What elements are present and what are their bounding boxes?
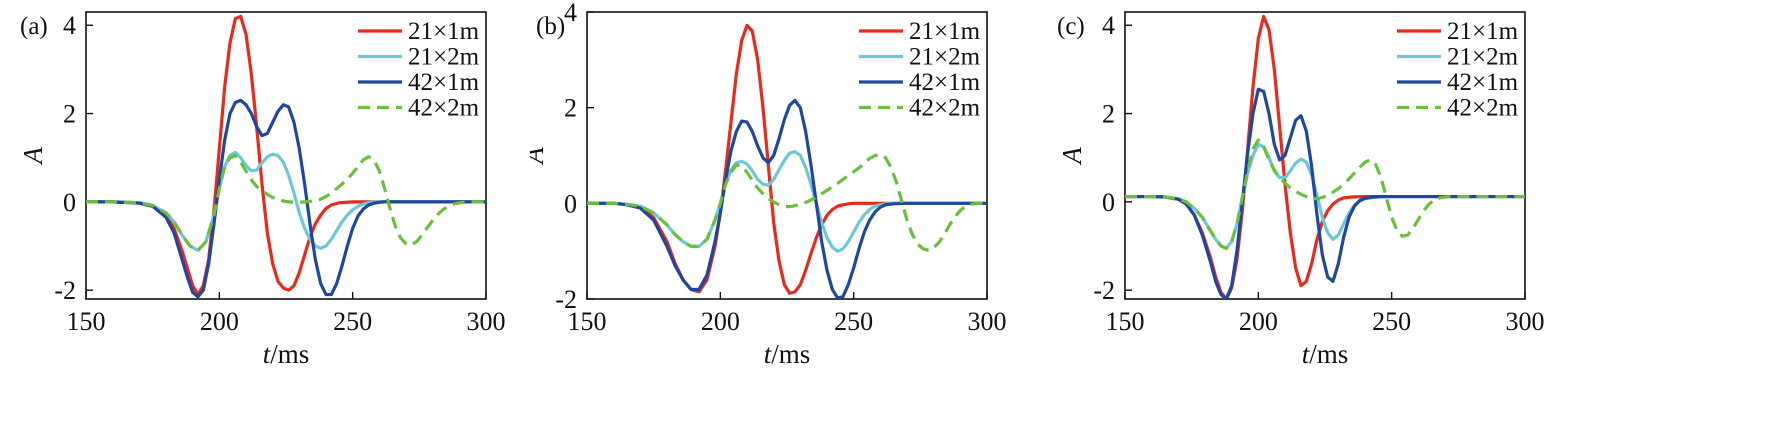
y-axis-label: A — [530, 147, 549, 166]
x-tick-label: 250 — [1372, 307, 1411, 336]
legend-label: 42×2m — [909, 95, 981, 122]
plot-frame — [85, 11, 487, 300]
x-axis-label-unit: /ms — [771, 339, 810, 369]
series-group — [86, 14, 486, 299]
y-tick-label: 4 — [564, 0, 577, 27]
x-axis-label-variable: t — [1302, 339, 1311, 369]
legend-label: 42×1m — [1447, 69, 1519, 96]
y-tick-label: 2 — [1102, 100, 1115, 129]
series-line-3 — [86, 98, 486, 299]
x-tick-label: 200 — [701, 307, 740, 336]
x-tick-label: 250 — [834, 307, 873, 336]
x-axis-label: t/ms — [1302, 339, 1349, 369]
x-tick-label: 200 — [200, 307, 239, 336]
chart-panel-b: (b) 150 200 250 300 -2 0 2 4 t/ms A 21×1m21×2m42×1m… — [530, 0, 1007, 369]
y-tick-label: 0 — [564, 189, 577, 218]
series-line-3 — [587, 98, 987, 299]
x-tick-label: 300 — [1506, 307, 1545, 336]
legend-label: 21×1m — [909, 18, 981, 45]
panel-letter: (b) — [536, 13, 565, 40]
y-axis-label: A — [1057, 147, 1087, 166]
series-group — [1125, 14, 1525, 299]
x-tick-label: 300 — [467, 307, 506, 336]
legend-label: 21×2m — [408, 44, 480, 71]
series-line-4 — [86, 153, 486, 253]
x-axis-label: t/ms — [764, 339, 811, 369]
chart-panel-a: (a) 150 200 250 300 -2 0 2 4 t/ms A 21×1m21×2m42×1m… — [18, 11, 506, 369]
legend-label: 21×1m — [408, 18, 480, 45]
series-line-3 — [1125, 87, 1525, 299]
y-tick-label: 0 — [63, 188, 76, 217]
plot-frame — [1124, 11, 1526, 300]
y-tick-label: 2 — [564, 94, 577, 123]
legend-label: 42×1m — [408, 69, 480, 96]
x-axis-label-variable: t — [764, 339, 773, 369]
series-line-1 — [86, 14, 486, 297]
legend-label: 42×1m — [909, 69, 981, 96]
series-line-2 — [587, 150, 987, 253]
y-tick-label: 4 — [63, 11, 76, 40]
legend-label: 42×2m — [1447, 95, 1519, 122]
x-tick-label: 150 — [1106, 307, 1145, 336]
y-tick-label: 2 — [63, 100, 76, 129]
legend-label: 21×1m — [1447, 18, 1519, 45]
x-axis-label: t/ms — [263, 339, 310, 369]
legend-label: 42×2m — [408, 95, 480, 122]
plot-frame — [586, 11, 988, 300]
y-axis-label: A — [18, 147, 48, 166]
x-axis-label-unit: /ms — [270, 339, 309, 369]
x-tick-label: 250 — [333, 307, 372, 336]
x-tick-label: 150 — [67, 307, 106, 336]
y-tick-label: -2 — [555, 285, 577, 314]
panel-letter: (c) — [1057, 13, 1085, 40]
x-axis-label-variable: t — [263, 339, 272, 369]
series-line-2 — [86, 150, 486, 253]
y-tick-label: -2 — [1093, 276, 1115, 305]
x-tick-label: 200 — [1239, 307, 1278, 336]
series-line-4 — [587, 152, 987, 252]
y-tick-label: 0 — [1102, 188, 1115, 217]
legend-label: 21×2m — [909, 44, 981, 71]
series-group — [587, 23, 987, 299]
x-tick-label: 150 — [568, 307, 607, 336]
panel-letter: (a) — [20, 13, 48, 40]
x-tick-label: 300 — [968, 307, 1007, 336]
x-axis-label-unit: /ms — [1309, 339, 1348, 369]
chart-panel-c: (c) 150 200 250 300 -2 0 2 4 t/ms A 21×1m21×2m42×1m… — [1057, 11, 1545, 369]
y-tick-label: 4 — [1102, 11, 1115, 40]
y-tick-label: -2 — [54, 276, 76, 305]
series-line-4 — [1125, 138, 1525, 250]
legend-label: 21×2m — [1447, 44, 1519, 71]
